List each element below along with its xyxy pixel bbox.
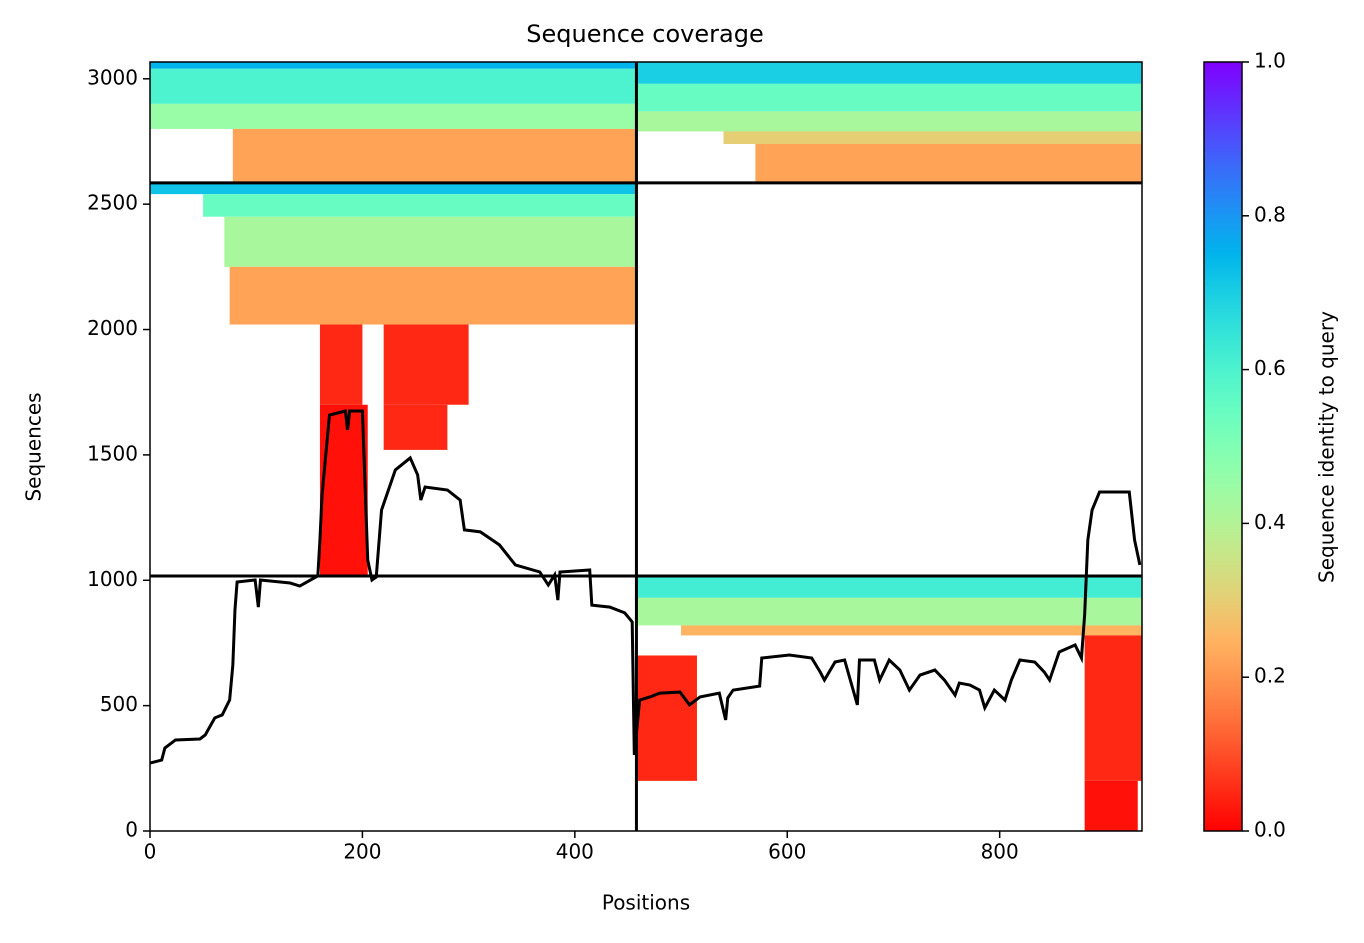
colorbar-tick-label: 0.6 [1254, 356, 1286, 380]
identity-band [150, 103, 637, 129]
chart-title: Sequence coverage [526, 20, 763, 48]
x-tick-label: 600 [768, 840, 806, 864]
x-tick-label: 400 [556, 840, 594, 864]
identity-band [224, 216, 637, 267]
identity-band [232, 128, 637, 182]
identity-band [636, 83, 1142, 112]
identity-band [229, 266, 637, 325]
identity-band [383, 404, 448, 450]
x-axis-label: Positions [602, 891, 690, 915]
colorbar-tick-label: 0.8 [1254, 202, 1286, 226]
plot-frame [149, 61, 1143, 832]
x-tick-label: 200 [343, 840, 381, 864]
identity-band [723, 131, 1142, 144]
identity-band [150, 62, 637, 69]
colorbar-tick-label: 0.2 [1254, 664, 1286, 688]
x-tick-label: 0 [144, 840, 157, 864]
identity-band [203, 194, 637, 217]
identity-band [383, 324, 469, 405]
colorbar-tick-label: 0.4 [1254, 510, 1286, 534]
y-tick-label: 0 [125, 818, 138, 842]
colorbar-tick-label: 1.0 [1254, 49, 1286, 73]
identity-band [150, 68, 637, 104]
identity-band [636, 111, 1142, 132]
identity-band [636, 655, 697, 781]
identity-band [636, 576, 1142, 598]
coverage-line [149, 409, 1142, 765]
y-tick-label: 1500 [87, 441, 138, 465]
y-tick-label: 1000 [87, 567, 138, 591]
identity-band [755, 143, 1142, 182]
y-axis-label: Sequences [22, 392, 46, 501]
identity-band [636, 62, 1142, 84]
identity-band [636, 597, 1142, 626]
colorbar-tick-label: 0.0 [1254, 818, 1286, 842]
identity-band [1084, 780, 1138, 831]
x-tick-label: 800 [981, 840, 1019, 864]
identity-band [681, 625, 1142, 636]
identity-band [1084, 635, 1142, 781]
y-tick-label: 2500 [87, 191, 138, 215]
colorbar-label: Sequence identity to query [1315, 311, 1339, 583]
y-tick-label: 3000 [87, 65, 138, 89]
colorbar [1203, 61, 1243, 832]
y-tick-label: 500 [100, 692, 138, 716]
identity-band [319, 324, 363, 405]
identity-band [150, 182, 637, 195]
y-tick-label: 2000 [87, 316, 138, 340]
